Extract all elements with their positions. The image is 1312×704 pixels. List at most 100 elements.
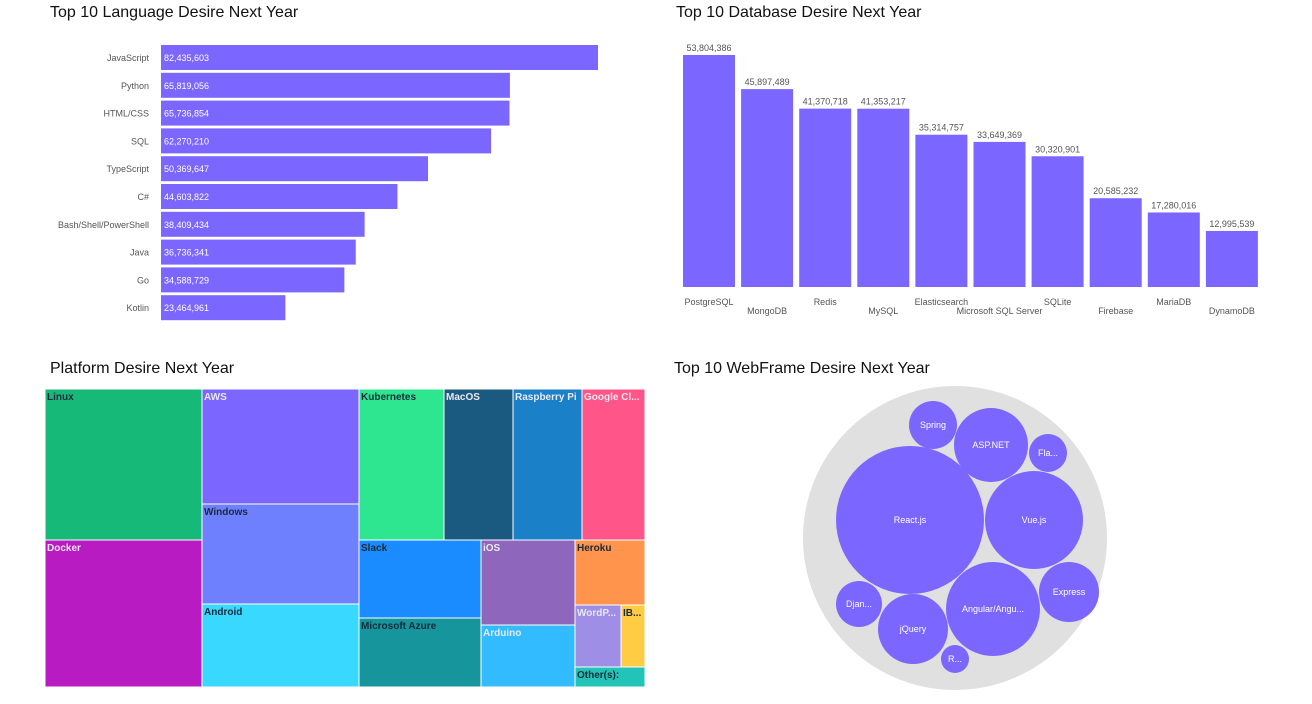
treemap-tile: Slack <box>358 539 482 619</box>
language-bar <box>161 184 398 209</box>
treemap-tile-rect <box>620 604 646 668</box>
treemap-tile-rect <box>44 539 203 688</box>
language-bar <box>161 295 286 321</box>
treemap-tile-rect <box>44 388 203 541</box>
webframe-bubble-chart: React.js Vue.js Angular/Angu... ASP.NET jQue… <box>803 386 1107 690</box>
database-value-label: 12,995,539 <box>1209 219 1254 229</box>
bubble: Express <box>1039 562 1099 622</box>
database-bar <box>683 55 735 287</box>
database-category-label: Microsoft SQL Server <box>957 306 1043 316</box>
bubble-circle <box>941 645 969 673</box>
bubble-label: Djan... <box>846 599 872 609</box>
bubble-circle <box>954 408 1028 482</box>
language-category-label: Kotlin <box>126 303 149 313</box>
bubble-circle <box>985 471 1083 569</box>
treemap-tile-label: Heroku <box>577 543 611 554</box>
bubble: Vue.js <box>985 471 1083 569</box>
language-bar-group: HTML/CSS 65,736,854 <box>103 100 510 126</box>
webframe-chart-title: Top 10 WebFrame Desire Next Year <box>674 360 930 377</box>
treemap-tile-rect <box>443 388 514 541</box>
treemap-tile-rect <box>480 539 576 626</box>
language-value-label: 65,819,056 <box>164 81 209 91</box>
language-category-label: JavaScript <box>107 53 150 63</box>
treemap-tile-label: AWS <box>204 392 227 403</box>
database-value-label: 45,897,489 <box>745 77 790 87</box>
language-value-label: 62,270,210 <box>164 136 209 146</box>
treemap-tile-label: Arduino <box>483 628 521 639</box>
database-value-label: 30,320,901 <box>1035 144 1080 154</box>
treemap-tile-label: Slack <box>361 543 388 554</box>
treemap-tile: MacOS <box>443 388 514 541</box>
language-bar-group: Python 65,819,056 <box>121 72 510 98</box>
treemap-tile: Docker <box>44 539 203 688</box>
language-value-label: 34,588,729 <box>164 275 209 285</box>
language-category-label: C# <box>137 192 149 202</box>
treemap-tile-rect <box>581 388 646 541</box>
database-bar-group: 35,314,757 Elasticsearch <box>915 123 969 307</box>
database-chart-title: Top 10 Database Desire Next Year <box>676 4 922 21</box>
platform-treemap: Linux Docker AWS Windows Android Kubernetes Ma… <box>44 388 646 688</box>
database-category-label: MariaDB <box>1156 297 1191 307</box>
language-chart-title: Top 10 Language Desire Next Year <box>50 4 299 21</box>
language-bar-group: Java 36,736,341 <box>130 239 356 265</box>
database-bar <box>915 134 968 287</box>
language-bar-chart: JavaScript 82,435,603 Python 65,819,056 HTML… <box>58 45 598 321</box>
treemap-tile-label: Microsoft Azure <box>361 621 437 632</box>
language-category-label: Python <box>121 81 149 91</box>
database-bar-group: 41,370,718 Redis <box>799 97 852 307</box>
language-value-label: 36,736,341 <box>164 248 209 258</box>
treemap-tile-rect <box>201 388 360 505</box>
database-bar <box>973 141 1026 287</box>
bubble: React.js <box>836 446 984 594</box>
language-bar <box>161 267 345 293</box>
bubble-label: jQuery <box>899 624 927 634</box>
bubble-circle <box>909 401 957 449</box>
database-category-label: DynamoDB <box>1209 306 1255 316</box>
language-bar <box>161 128 492 154</box>
treemap-tile: iOS <box>480 539 576 626</box>
language-category-label: HTML/CSS <box>103 109 149 119</box>
database-bar-group: 20,585,232 Firebase <box>1089 186 1142 316</box>
bubble: jQuery <box>878 594 948 664</box>
database-bar-group: 12,995,539 DynamoDB <box>1205 219 1258 316</box>
database-category-label: MySQL <box>868 306 898 316</box>
database-category-label: Redis <box>814 297 838 307</box>
database-bar-chart: 53,804,386 PostgreSQL 45,897,489 MongoDB 41,… <box>683 43 1258 316</box>
treemap-tile: AWS <box>201 388 360 505</box>
treemap-tile-label: iOS <box>483 543 501 554</box>
database-value-label: 41,370,718 <box>803 97 848 107</box>
database-value-label: 17,280,016 <box>1151 200 1196 210</box>
treemap-tile: WordP... <box>574 604 622 668</box>
language-bar <box>161 100 510 126</box>
treemap-tile: Kubernetes <box>358 388 445 541</box>
database-bar <box>857 108 910 288</box>
treemap-tile-label: IB... <box>623 608 642 619</box>
language-value-label: 23,464,961 <box>164 303 209 313</box>
language-bar-group: TypeScript 50,369,647 <box>106 156 429 182</box>
language-value-label: 38,409,434 <box>164 220 209 230</box>
bubble-circle <box>1039 562 1099 622</box>
language-bar-group: Bash/Shell/PowerShell 38,409,434 <box>58 211 365 237</box>
treemap-tile-rect <box>512 388 583 541</box>
language-value-label: 44,603,822 <box>164 192 209 202</box>
treemap-tile-rect <box>480 624 576 688</box>
language-category-label: TypeScript <box>106 164 149 174</box>
language-category-label: Go <box>137 275 149 285</box>
language-category-label: Bash/Shell/PowerShell <box>58 220 149 230</box>
treemap-tile: Other(s): <box>574 666 646 688</box>
treemap-tile: Heroku <box>574 539 646 606</box>
bubble-label: Spring <box>920 420 946 430</box>
treemap-tile-label: Kubernetes <box>361 392 416 403</box>
database-value-label: 33,649,369 <box>977 130 1022 140</box>
treemap-tile-label: Raspberry Pi <box>515 392 577 403</box>
language-bar-group: Kotlin 23,464,961 <box>126 295 286 321</box>
bubble-label: ASP.NET <box>972 440 1010 450</box>
database-category-label: SQLite <box>1044 297 1072 307</box>
bubble: Spring <box>909 401 957 449</box>
database-bar-group: 17,280,016 MariaDB <box>1147 200 1200 307</box>
treemap-tile: IB... <box>620 604 646 668</box>
database-bar <box>741 89 794 287</box>
treemap-tile: Windows <box>201 503 360 605</box>
database-bar <box>1205 230 1258 287</box>
database-bar <box>799 108 852 287</box>
